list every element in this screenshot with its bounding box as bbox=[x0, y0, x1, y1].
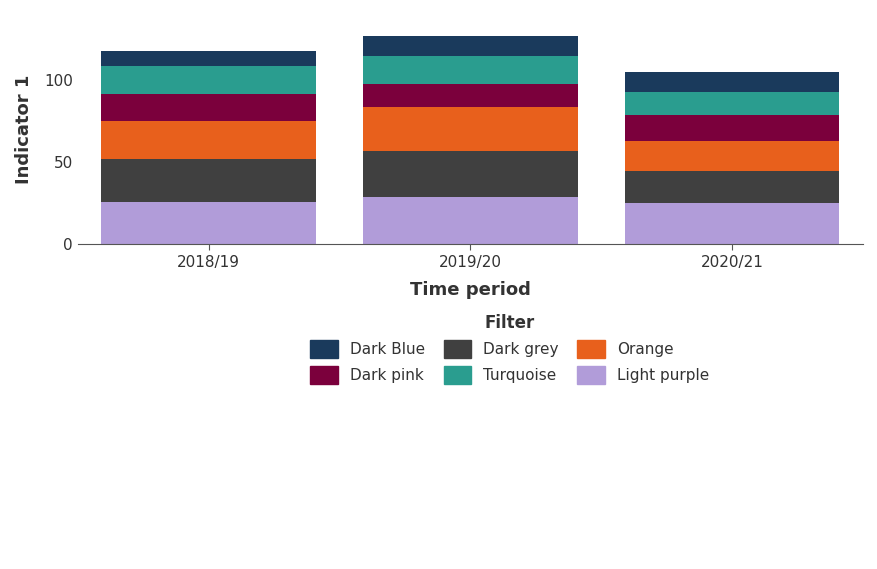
Y-axis label: Indicator 1: Indicator 1 bbox=[15, 75, 33, 184]
Bar bbox=[624, 203, 838, 244]
Bar bbox=[363, 56, 577, 84]
Bar bbox=[363, 151, 577, 197]
Bar bbox=[101, 201, 316, 244]
X-axis label: Time period: Time period bbox=[410, 281, 531, 299]
Bar bbox=[101, 121, 316, 159]
Bar bbox=[624, 115, 838, 141]
Bar bbox=[363, 84, 577, 106]
Bar bbox=[624, 141, 838, 171]
Bar bbox=[101, 159, 316, 201]
Bar bbox=[363, 197, 577, 244]
Bar bbox=[101, 93, 316, 121]
Bar bbox=[624, 92, 838, 115]
Bar bbox=[363, 36, 577, 56]
Legend: Dark Blue, Dark pink, Dark grey, Turquoise, Orange, Light purple: Dark Blue, Dark pink, Dark grey, Turquoi… bbox=[310, 314, 709, 384]
Bar bbox=[624, 72, 838, 92]
Bar bbox=[363, 106, 577, 151]
Bar bbox=[624, 171, 838, 203]
Bar bbox=[101, 51, 316, 66]
Bar bbox=[101, 66, 316, 93]
